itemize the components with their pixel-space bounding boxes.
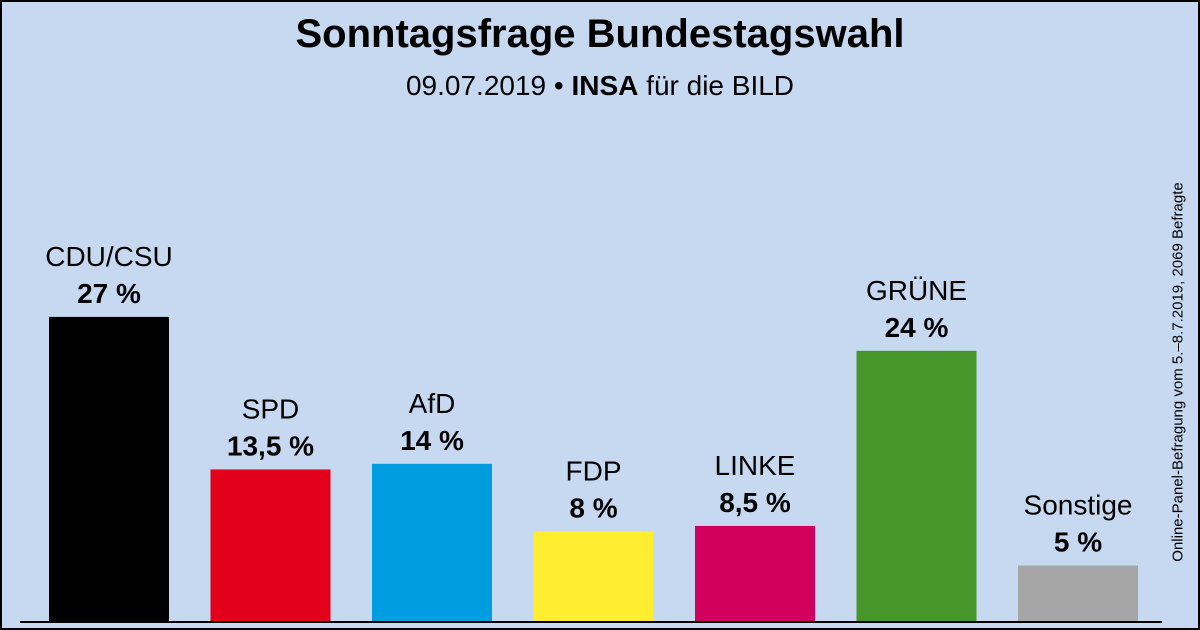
poll-date: 09.07.2019 [405,70,547,101]
bar-gr-ne [856,350,977,622]
bar-afd [372,463,492,622]
party-label-cdu-csu: CDU/CSU [45,241,173,272]
party-label-afd: AfD [409,388,456,419]
subtitle-bullet: • [553,70,564,101]
party-label-sonstige: Sonstige [1024,490,1133,521]
party-label-linke: LINKE [715,450,796,481]
bar-linke [695,525,815,622]
value-label-sonstige: 5 % [1054,527,1102,558]
bar-cdu-csu [49,316,169,622]
poll-client: für die BILD [646,70,795,101]
bar-sonstige [1018,565,1138,622]
party-label-spd: SPD [242,393,300,424]
poll-institute: INSA [571,70,639,101]
chart-subtitle: 09.07.2019 • INSA für die BILD [2,70,1198,102]
chart-title: Sonntagsfrage Bundestagswahl [295,12,905,56]
value-label-fdp: 8 % [569,493,617,524]
value-label-linke: 8,5 % [719,487,791,518]
value-label-spd: 13,5 % [227,430,314,461]
party-label-fdp: FDP [566,456,622,487]
party-label-gr-ne: GRÜNE [866,275,967,306]
value-label-gr-ne: 24 % [885,312,949,343]
bar-fdp [533,531,654,622]
bar-spd [210,469,331,622]
value-label-cdu-csu: 27 % [77,278,141,309]
value-label-afd: 14 % [400,425,464,456]
